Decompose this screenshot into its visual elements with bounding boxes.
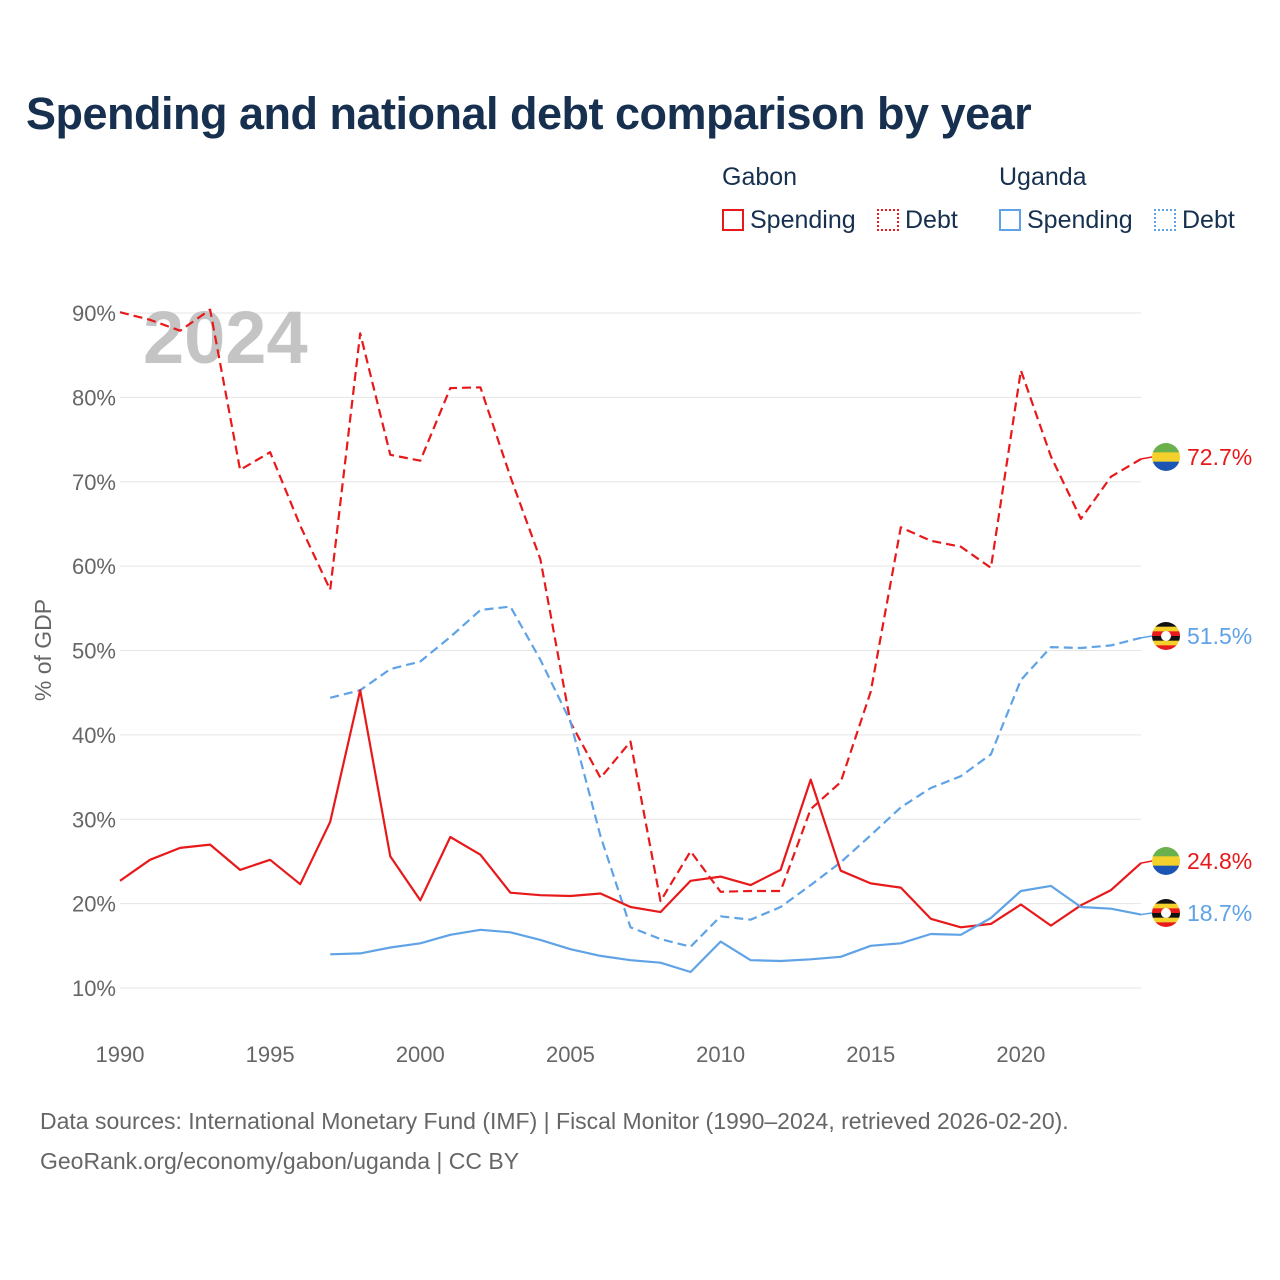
legend-item-gabon-spending[interactable]: Spending — [722, 205, 856, 235]
end-label-connector — [1140, 860, 1153, 864]
legend-item-gabon-debt[interactable]: Debt — [877, 205, 958, 235]
legend-label: Spending — [1027, 205, 1133, 234]
legend-group-uganda: Uganda — [999, 163, 1087, 191]
legend-label: Spending — [750, 205, 856, 234]
legend-item-uganda-debt[interactable]: Debt — [1154, 205, 1235, 235]
legend-swatch-dotted-blue — [1154, 209, 1176, 231]
end-label-connector — [1140, 456, 1153, 460]
uganda-debt-line — [329, 605, 1142, 948]
year-watermark: 2024 — [143, 296, 308, 379]
legend-group-gabon: Gabon — [722, 163, 798, 191]
y-tick-label: 20% — [72, 892, 116, 917]
y-tick-label: 80% — [72, 385, 116, 410]
x-tick-label: 2010 — [696, 1042, 745, 1067]
end-label-connector — [1140, 635, 1153, 639]
y-tick-label: 70% — [72, 470, 116, 495]
end-value-label: 51.5% — [1187, 623, 1252, 649]
chart-title: Spending and national debt comparison by… — [26, 88, 1032, 139]
y-tick-label: 90% — [72, 301, 116, 326]
end-labels: 72.7% 51.5% 24.8% 18.7% — [1140, 443, 1252, 927]
source-url: GeoRank.org/economy/gabon/uganda | CC BY — [40, 1148, 520, 1174]
grid-lines — [120, 312, 1141, 989]
x-tick-label: 1990 — [96, 1042, 145, 1067]
gabon-flag-icon — [1152, 847, 1180, 875]
y-axis-label: % of GDP — [30, 599, 56, 701]
y-tick-label: 30% — [72, 807, 116, 832]
y-tick-label: 40% — [72, 723, 116, 748]
y-tick-label: 60% — [72, 554, 116, 579]
legend-swatch-dotted-red — [877, 209, 899, 231]
uganda-spending-line — [330, 884, 1142, 974]
x-tick-label: 1995 — [246, 1042, 295, 1067]
legend-label: Debt — [1182, 205, 1235, 234]
end-value-label: 24.8% — [1187, 848, 1252, 874]
gabon-flag-icon — [1152, 443, 1180, 471]
x-tick-label: 2005 — [546, 1042, 595, 1067]
uganda-flag-icon — [1152, 899, 1180, 927]
x-axis-ticks: 1990 1995 2000 2005 2010 2015 2020 — [96, 1042, 1046, 1067]
chart-area: 2024 10%20%30%40%50%60%70%80%90% 1990 199… — [30, 296, 1252, 1067]
y-axis-ticks: 10% 20% 30% 40% 50% 60% 70% 80% 90% — [72, 301, 116, 1001]
gabon-debt-line — [119, 308, 1142, 903]
y-tick-label: 10% — [72, 976, 116, 1001]
end-value-label: 18.7% — [1187, 900, 1252, 926]
uganda-flag-icon — [1152, 622, 1180, 650]
end-label-connector — [1140, 912, 1153, 916]
x-tick-label: 2000 — [396, 1042, 445, 1067]
end-value-label: 72.7% — [1187, 444, 1252, 470]
legend-swatch-solid-blue — [999, 209, 1021, 231]
legend-swatch-solid-red — [722, 209, 744, 231]
series-lines — [119, 308, 1142, 974]
x-tick-label: 2020 — [996, 1042, 1045, 1067]
y-tick-label: 50% — [72, 639, 116, 664]
source-note: Data sources: International Monetary Fun… — [40, 1108, 1069, 1134]
x-tick-label: 2015 — [846, 1042, 895, 1067]
gabon-spending-line — [119, 689, 1142, 929]
legend-label: Debt — [905, 205, 958, 234]
legend-item-uganda-spending[interactable]: Spending — [999, 205, 1133, 235]
